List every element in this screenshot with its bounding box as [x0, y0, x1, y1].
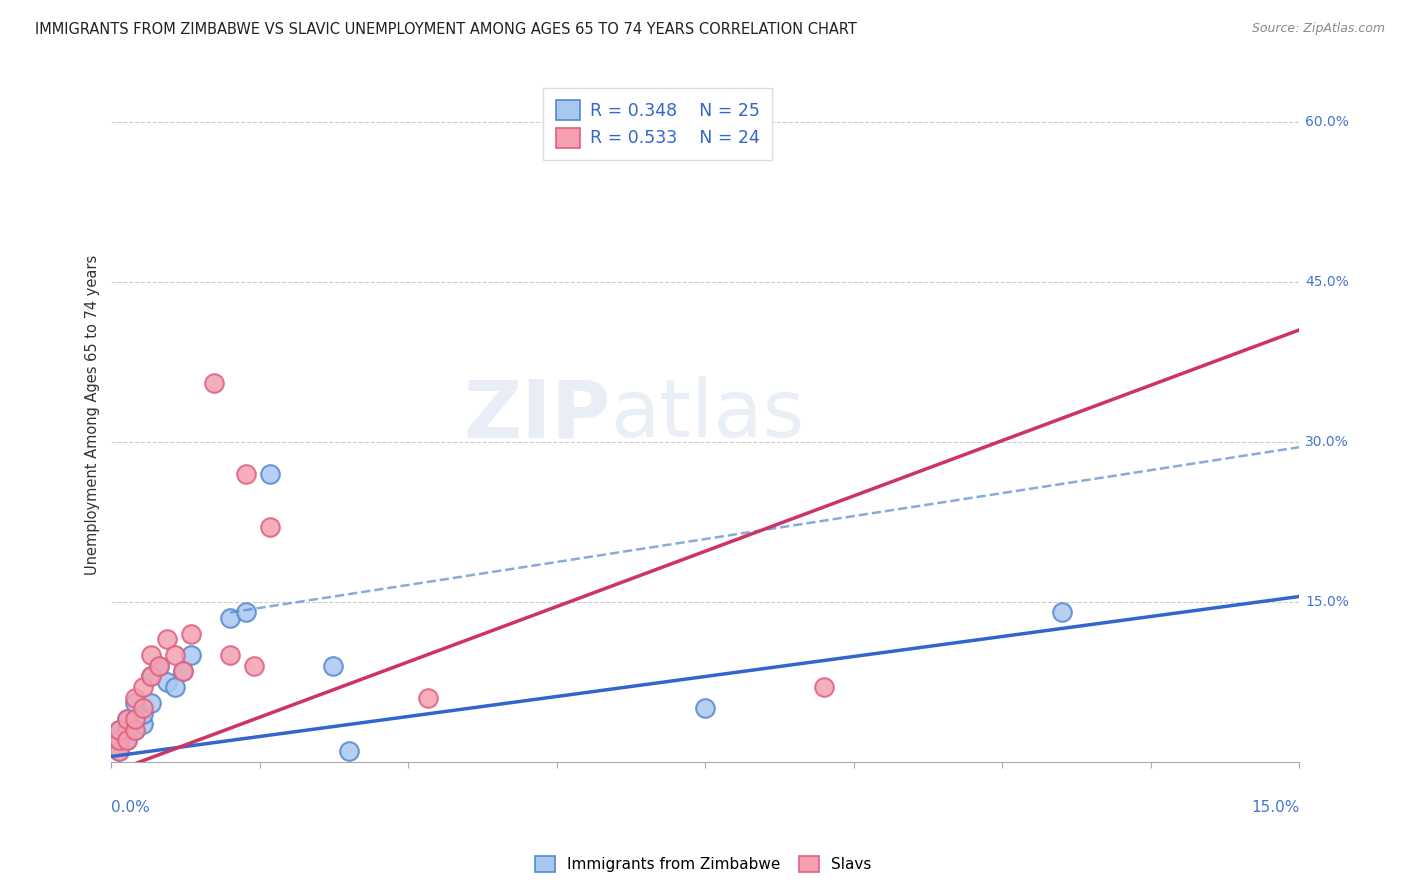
Point [235, 467, 257, 481]
Point [117, 712, 139, 726]
Legend: Immigrants from Zimbabwe, Slavs: Immigrants from Zimbabwe, Slavs [527, 848, 879, 880]
Point [124, 712, 146, 726]
Y-axis label: Unemployment Among Ages 65 to 74 years: Unemployment Among Ages 65 to 74 years [86, 255, 100, 575]
Point [139, 648, 162, 662]
Point [117, 723, 139, 737]
Point [156, 632, 179, 647]
Legend: R = 0.348    N = 25, R = 0.533    N = 24: R = 0.348 N = 25, R = 0.533 N = 24 [544, 87, 772, 160]
Text: IMMIGRANTS FROM ZIMBABWE VS SLAVIC UNEMPLOYMENT AMONG AGES 65 TO 74 YEARS CORREL: IMMIGRANTS FROM ZIMBABWE VS SLAVIC UNEMP… [35, 22, 858, 37]
Point [108, 744, 131, 758]
Point [202, 376, 225, 391]
Point [813, 680, 835, 694]
Point [172, 664, 194, 678]
Point [259, 520, 281, 534]
Point [219, 611, 242, 625]
Text: atlas: atlas [610, 376, 804, 454]
Point [108, 733, 131, 747]
Point [117, 712, 139, 726]
Point [139, 669, 162, 683]
Point [172, 664, 194, 678]
Point [132, 701, 155, 715]
Point [219, 648, 242, 662]
Point [139, 669, 162, 683]
Text: 0.0%: 0.0% [111, 800, 150, 815]
Text: Source: ZipAtlas.com: Source: ZipAtlas.com [1251, 22, 1385, 36]
Point [156, 674, 179, 689]
Point [124, 696, 146, 710]
Point [108, 744, 131, 758]
Point [124, 723, 146, 737]
Text: 45.0%: 45.0% [1305, 275, 1350, 289]
Point [124, 712, 146, 726]
Text: 15.0%: 15.0% [1305, 595, 1350, 609]
Point [108, 733, 131, 747]
Point [180, 627, 202, 641]
Text: 15.0%: 15.0% [1251, 800, 1299, 815]
Point [418, 690, 440, 705]
Point [322, 658, 344, 673]
Point [1050, 606, 1073, 620]
Point [139, 696, 162, 710]
Point [163, 680, 186, 694]
Point [132, 717, 155, 731]
Point [124, 690, 146, 705]
Point [108, 723, 131, 737]
Point [108, 723, 131, 737]
Point [259, 467, 281, 481]
Point [243, 658, 266, 673]
Text: 30.0%: 30.0% [1305, 434, 1350, 449]
Point [695, 701, 717, 715]
Point [117, 733, 139, 747]
Point [163, 648, 186, 662]
Point [132, 680, 155, 694]
Point [235, 606, 257, 620]
Point [117, 733, 139, 747]
Point [148, 658, 170, 673]
Point [337, 744, 360, 758]
Point [132, 706, 155, 721]
Point [148, 658, 170, 673]
Point [180, 648, 202, 662]
Text: ZIP: ZIP [463, 376, 610, 454]
Point [124, 723, 146, 737]
Text: 60.0%: 60.0% [1305, 115, 1350, 128]
